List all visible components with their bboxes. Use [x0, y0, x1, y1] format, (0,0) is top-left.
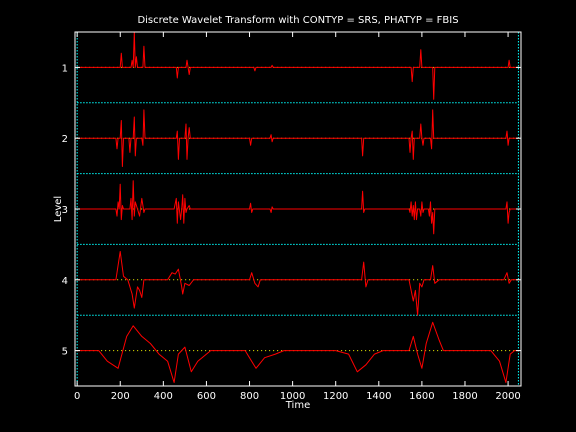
y-tick-label-5: 5 — [62, 347, 68, 358]
x-tick-label-1400: 1400 — [366, 391, 391, 402]
x-tick-label-1600: 1600 — [409, 391, 434, 402]
chart-title: Discrete Wavelet Transform with CONTYP =… — [137, 15, 458, 26]
y-axis-ticks: 1 2 3 4 5 — [62, 63, 521, 358]
y-tick-label-4: 4 — [62, 276, 68, 287]
series-group — [77, 31, 519, 383]
x-tick-label-600: 600 — [197, 391, 216, 402]
x-tick-label-800: 800 — [240, 391, 259, 402]
x-tick-label-1800: 1800 — [452, 391, 477, 402]
x-tick-label-400: 400 — [154, 391, 173, 402]
y-tick-label-3: 3 — [62, 205, 68, 216]
x-tick-label-2000: 2000 — [495, 391, 520, 402]
x-axis-label: Time — [285, 400, 310, 411]
y-axis-label: Level — [53, 196, 64, 222]
series-line-level-4 — [77, 251, 519, 316]
x-tick-label-1200: 1200 — [323, 391, 348, 402]
x-axis-ticks: 0 200 400 600 800 1000 1200 1400 1600 1800 2000 — [74, 32, 521, 402]
series-line-level-3 — [77, 180, 519, 235]
series-line-level-2 — [77, 109, 519, 167]
x-tick-label-0: 0 — [74, 391, 80, 402]
x-tick-label-200: 200 — [111, 391, 130, 402]
series-line-level-1 — [77, 31, 519, 100]
y-tick-label-1: 1 — [62, 63, 68, 74]
x-tick-label-1000: 1000 — [280, 391, 305, 402]
y-tick-label-2: 2 — [62, 134, 68, 145]
series-line-level-5 — [77, 321, 519, 383]
